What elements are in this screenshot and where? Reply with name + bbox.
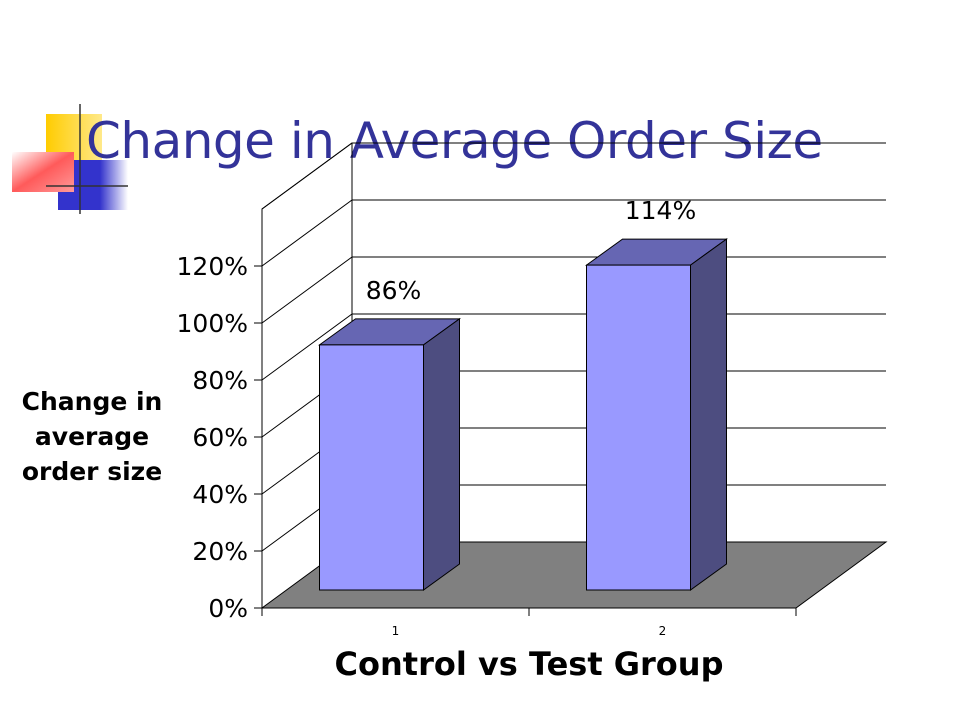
bar-front-face — [586, 264, 691, 591]
y-tick-label: 60% — [192, 423, 248, 452]
bar — [317, 317, 462, 591]
y-tick-label: 40% — [192, 480, 248, 509]
bar-side-face — [690, 238, 727, 591]
y-tick-label: 20% — [192, 537, 248, 566]
x-category-label: 2 — [659, 624, 667, 638]
bar — [584, 238, 729, 591]
gridline — [261, 199, 886, 267]
y-tick-label: 120% — [177, 252, 248, 281]
bar-front-face — [319, 344, 424, 591]
y-tick-label: 80% — [192, 366, 248, 395]
x-axis-label: Control vs Test Group — [334, 645, 724, 683]
y-axis-label: Change in average order size — [21, 387, 163, 486]
gridline — [261, 256, 886, 324]
slide-title: Change in Average Order Size — [86, 112, 823, 170]
y-tick-label: 0% — [208, 594, 248, 623]
bar-side-face — [423, 317, 460, 591]
x-category-label: 1 — [392, 624, 400, 638]
data-label: 114% — [625, 196, 696, 225]
y-tick-label: 100% — [177, 309, 248, 338]
data-label: 86% — [366, 276, 422, 305]
gridline — [261, 142, 886, 210]
decorative-squares-graphic — [12, 104, 128, 214]
